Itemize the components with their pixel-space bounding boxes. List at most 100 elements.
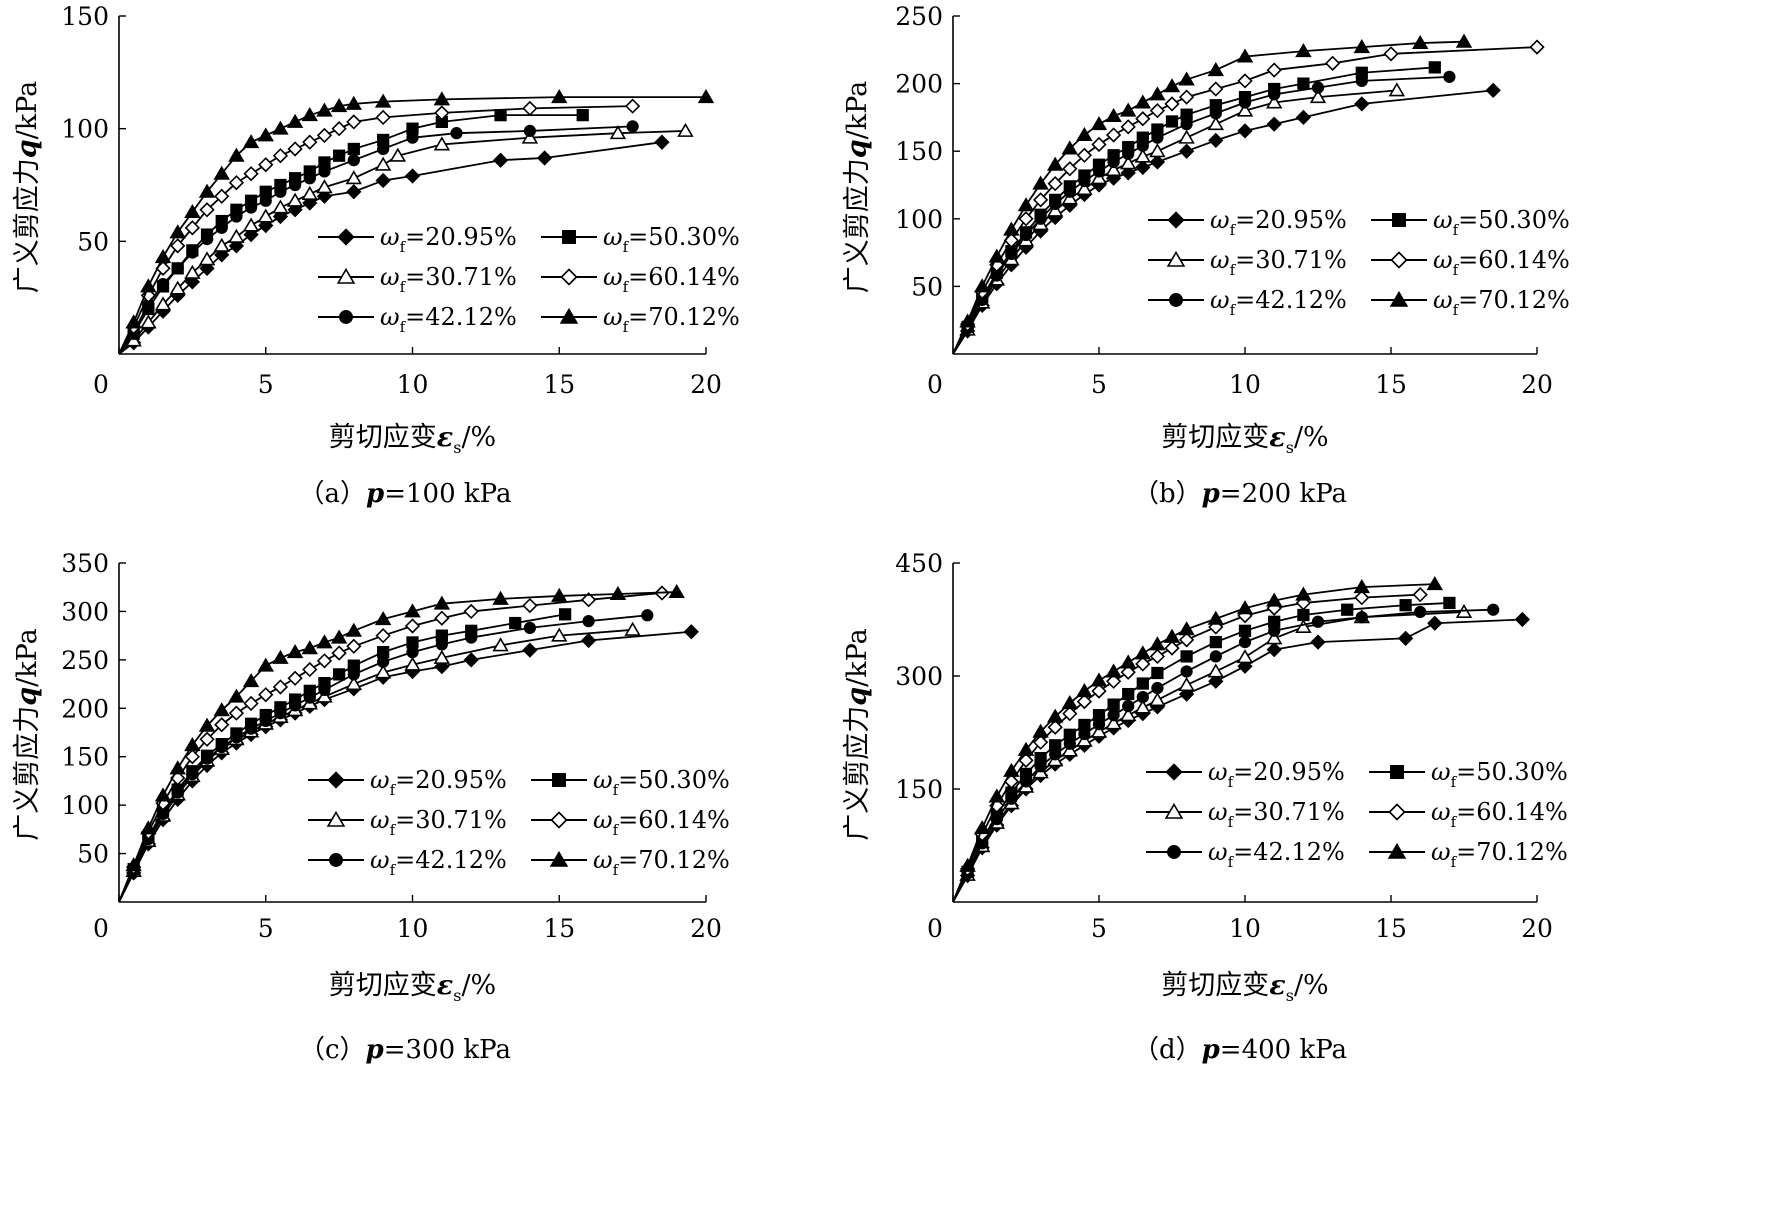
data-point	[1207, 61, 1225, 77]
data-point	[1047, 176, 1063, 192]
data-point	[156, 280, 170, 293]
data-point	[654, 134, 670, 150]
data-point	[374, 664, 392, 679]
legend-label: ωf=70.12%	[593, 846, 730, 879]
y-tick-label: 100	[61, 791, 109, 820]
data-point	[1207, 610, 1225, 625]
x-tick-label: 5	[258, 914, 274, 943]
data-point	[214, 717, 230, 733]
data-point	[973, 278, 991, 293]
legend: ωf=20.95% ωf=30.71% ωf=42.12% ωf=50.30% ωf=6…	[1148, 206, 1570, 319]
data-point	[374, 93, 392, 108]
data-point	[434, 105, 450, 121]
data-point	[228, 147, 245, 162]
data-point	[522, 642, 538, 658]
series-line	[118, 592, 663, 903]
legend-entry: ωf=60.14%	[1371, 246, 1570, 279]
legend-entry: ωf=70.12%	[1369, 838, 1568, 871]
data-point	[1266, 642, 1282, 658]
data-point	[973, 820, 991, 835]
data-point	[170, 238, 186, 254]
legend-label: ωf=60.14%	[593, 806, 730, 839]
legend-marker	[1388, 803, 1406, 821]
x-tick-label: 10	[397, 370, 429, 399]
data-point	[213, 702, 230, 717]
data-point	[154, 787, 172, 802]
data-point	[1092, 709, 1106, 722]
legend-marker	[1392, 213, 1406, 227]
data-point	[274, 178, 287, 192]
legend-entry: ωf=50.30%	[1371, 206, 1570, 239]
x-tick-label: 15	[543, 370, 575, 399]
data-point	[1353, 39, 1371, 54]
legend-label: ωf=20.95%	[1210, 206, 1347, 239]
legend: ωf=20.95% ωf=30.71% ωf=42.12% ωf=50.30% ωf=6…	[308, 766, 730, 879]
data-point	[1032, 723, 1049, 738]
data-point	[242, 673, 260, 688]
data-point	[450, 127, 463, 140]
legend-label: ωf=60.14%	[1433, 246, 1570, 279]
x-tick-label: 5	[1091, 370, 1107, 399]
data-point	[1412, 587, 1428, 603]
data-point	[1090, 116, 1108, 131]
data-point	[1266, 116, 1282, 132]
x-tick-label: 5	[258, 370, 274, 399]
data-point	[1180, 665, 1193, 678]
data-point	[1134, 699, 1152, 714]
y-tick-label: 100	[61, 115, 109, 144]
x-tick-label: 10	[1229, 370, 1261, 399]
legend-label: ωf=50.30%	[603, 223, 740, 256]
data-point	[492, 637, 509, 652]
data-point	[303, 165, 316, 178]
data-point	[522, 100, 538, 117]
data-point	[302, 661, 318, 678]
series-6	[118, 89, 715, 355]
data-point	[214, 188, 230, 204]
data-point	[433, 595, 451, 610]
data-point	[1120, 664, 1136, 680]
data-point	[140, 314, 157, 329]
data-point	[492, 590, 509, 605]
data-point	[242, 134, 260, 149]
data-point	[1061, 695, 1079, 710]
legend-entry: ωf=60.14%	[541, 263, 740, 296]
legend-label: ωf=70.12%	[603, 303, 740, 336]
legend-marker	[549, 850, 569, 867]
data-point	[1018, 211, 1034, 227]
data-point	[1354, 96, 1370, 112]
data-point	[1238, 624, 1252, 637]
data-point	[1105, 663, 1122, 678]
data-point	[1076, 732, 1093, 747]
data-point	[169, 280, 186, 295]
data-point	[697, 89, 715, 104]
data-point	[1090, 723, 1108, 738]
data-point	[1443, 70, 1456, 83]
data-point	[433, 91, 451, 106]
y-tick-label: 450	[895, 549, 943, 578]
data-point	[1309, 89, 1327, 104]
data-point	[184, 220, 201, 236]
data-point	[1178, 143, 1195, 159]
panel-caption: （d）p=400 kPa	[1133, 1035, 1347, 1065]
data-point	[301, 185, 318, 201]
data-point	[243, 166, 259, 182]
data-point	[683, 624, 699, 640]
y-axis-label: 广义剪应力q/kPa	[12, 628, 43, 840]
data-point	[580, 632, 597, 649]
panel-caption: （b）p=200 kPa	[1133, 479, 1347, 509]
data-point	[1019, 226, 1033, 239]
data-point	[244, 717, 258, 730]
data-point	[1062, 161, 1078, 177]
y-tick-label: 250	[61, 646, 109, 675]
data-point	[1295, 43, 1312, 58]
data-point	[228, 228, 245, 243]
data-point	[184, 264, 201, 279]
data-point	[228, 175, 245, 191]
data-point	[198, 717, 216, 732]
data-point	[1149, 154, 1166, 170]
data-point	[1165, 115, 1179, 128]
data-point	[274, 701, 287, 714]
chart-panel-3: 0 5 10 15 20 50 100 150 200 250 300 350 剪切应变εs/% 广义剪应…	[12, 549, 730, 1065]
data-point	[1047, 719, 1063, 735]
y-tick-label: 250	[895, 2, 943, 31]
